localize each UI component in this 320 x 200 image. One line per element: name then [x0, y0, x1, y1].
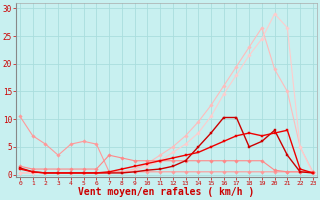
X-axis label: Vent moyen/en rafales ( km/h ): Vent moyen/en rafales ( km/h ): [78, 187, 254, 197]
